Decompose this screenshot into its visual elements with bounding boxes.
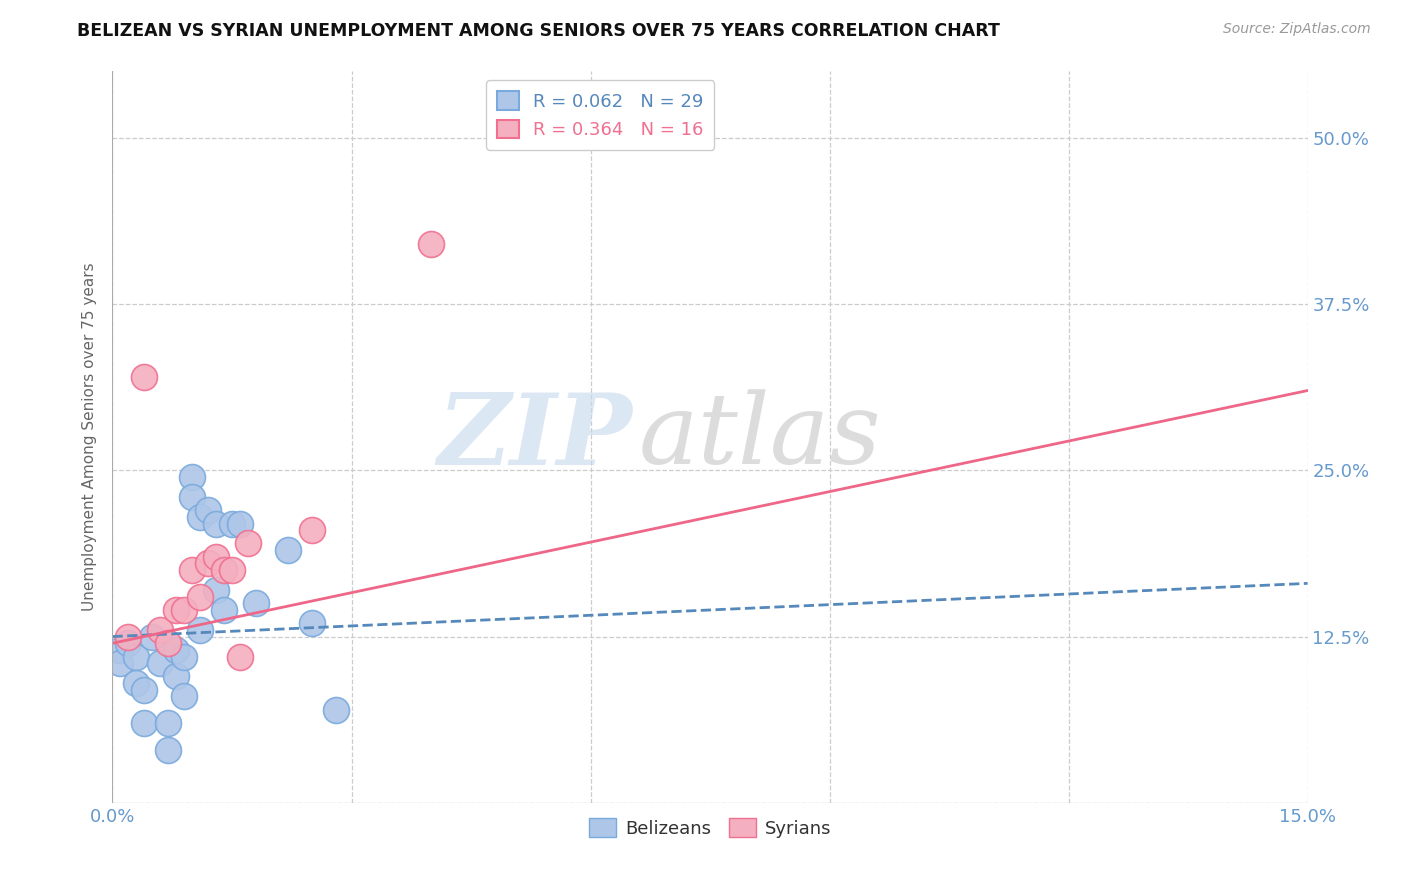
Point (165, 603, 187, 617)
Point (277, 543, 299, 558)
Point (212, 563, 235, 577)
Point (165, 643, 187, 657)
Point (301, 616, 323, 631)
Legend: Belizeans, Syrians: Belizeans, Syrians (582, 811, 838, 845)
Point (157, 636, 180, 650)
Point (110, 643, 132, 657)
Point (205, 549, 228, 564)
Text: ZIP: ZIP (437, 389, 633, 485)
Point (117, 630, 139, 644)
Point (229, 649, 252, 664)
Point (188, 590, 211, 604)
Point (181, 490, 204, 504)
Point (197, 503, 219, 517)
Point (134, 682, 156, 697)
Point (325, 703, 347, 717)
Point (149, 623, 172, 637)
Point (188, 623, 211, 637)
Point (141, 630, 163, 644)
Point (181, 470, 204, 484)
Point (117, 636, 139, 650)
Point (181, 563, 204, 577)
Point (197, 557, 219, 571)
Point (125, 676, 148, 690)
Text: BELIZEAN VS SYRIAN UNEMPLOYMENT AMONG SENIORS OVER 75 YEARS CORRELATION CHART: BELIZEAN VS SYRIAN UNEMPLOYMENT AMONG SE… (77, 22, 1000, 40)
Point (173, 690, 195, 704)
Point (221, 563, 243, 577)
Point (110, 656, 132, 670)
Point (134, 716, 156, 731)
Point (245, 596, 267, 610)
Point (149, 656, 172, 670)
Point (134, 370, 156, 384)
Text: Source: ZipAtlas.com: Source: ZipAtlas.com (1223, 22, 1371, 37)
Point (301, 523, 323, 537)
Point (420, 237, 443, 252)
Point (221, 516, 243, 531)
Point (173, 649, 195, 664)
Point (125, 649, 148, 664)
Point (205, 516, 228, 531)
Text: atlas: atlas (638, 390, 882, 484)
Point (173, 603, 195, 617)
Point (229, 516, 252, 531)
Point (188, 509, 211, 524)
Point (236, 536, 259, 550)
Point (165, 669, 187, 683)
Point (157, 742, 180, 756)
Point (212, 603, 235, 617)
Point (157, 716, 180, 731)
Point (205, 582, 228, 597)
Y-axis label: Unemployment Among Seniors over 75 years: Unemployment Among Seniors over 75 years (82, 263, 97, 611)
